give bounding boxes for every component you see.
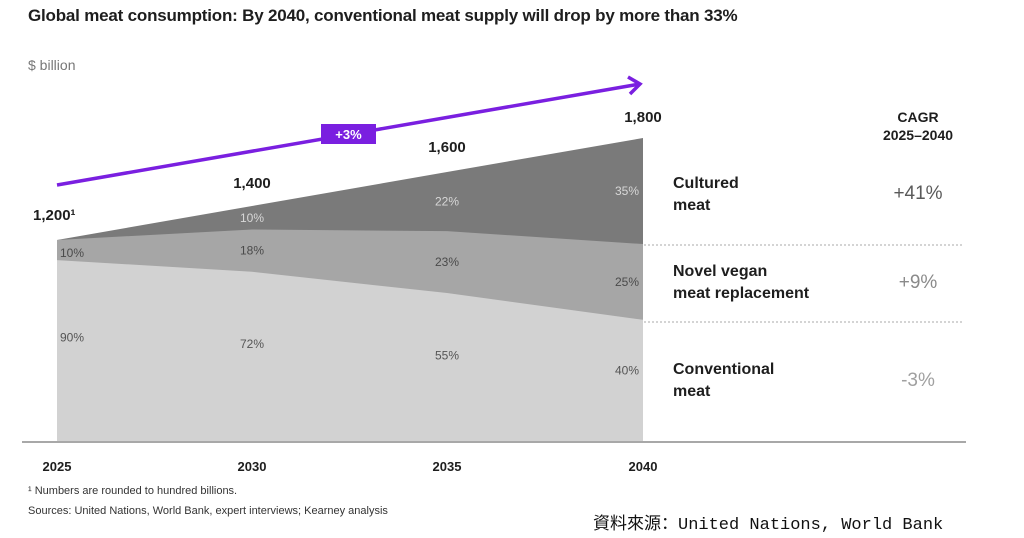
- cagr-header: 2025–2040: [883, 127, 953, 143]
- cagr-value: +9%: [899, 272, 938, 293]
- pct-label: 10%: [240, 211, 264, 225]
- source-citation: 資料來源：United Nations, World Bank: [593, 516, 944, 535]
- cagr-value: -3%: [901, 370, 935, 391]
- y-axis-unit-label: $ billion: [28, 57, 76, 73]
- total-labels: 1,200¹ 1,400 1,600 1,800: [33, 109, 662, 224]
- pct-label: 18%: [240, 244, 264, 258]
- total-label: 1,600: [428, 139, 466, 156]
- footnote-sources: Sources: United Nations, World Bank, exp…: [28, 505, 388, 517]
- pct-label: 25%: [615, 275, 639, 289]
- percentage-labels: 90% 72% 55% 40% 10% 18% 23% 25% 10% 22% 35%: [60, 184, 639, 377]
- pct-label: 22%: [435, 195, 459, 209]
- legend-label: meat: [673, 197, 711, 214]
- area-layers: [57, 138, 643, 441]
- arrow-head-icon: [627, 75, 643, 96]
- x-tick-label: 2040: [629, 459, 658, 474]
- legend-label: Novel vegan: [673, 263, 767, 280]
- pct-label: 55%: [435, 349, 459, 363]
- cagr-value: +41%: [893, 183, 942, 204]
- total-label: 1,800: [624, 109, 662, 126]
- cagr-header: CAGR: [897, 109, 938, 125]
- total-label: 1,200¹: [33, 207, 76, 224]
- legend-label: meat: [673, 383, 711, 400]
- pct-label: 35%: [615, 184, 639, 198]
- pct-label: 23%: [435, 255, 459, 269]
- growth-arrow: +3%: [56, 75, 643, 187]
- chart-title: Global meat consumption: By 2040, conven…: [28, 6, 738, 25]
- legend-label: meat replacement: [673, 285, 810, 302]
- x-tick-label: 2030: [238, 459, 267, 474]
- growth-badge: [321, 124, 376, 144]
- pct-label: 10%: [60, 246, 84, 260]
- total-label: 1,400: [233, 175, 271, 192]
- legend-label: Cultured: [673, 175, 739, 192]
- x-axis: 2025 2030 2035 2040: [22, 441, 966, 474]
- footnote-rounding: ¹ Numbers are rounded to hundred billion…: [28, 485, 238, 497]
- area-conventional-meat: [57, 260, 643, 441]
- x-tick-label: 2035: [433, 459, 462, 474]
- pct-label: 40%: [615, 363, 639, 377]
- legend: Cultured meat Novel vegan meat replacement C…: [644, 175, 963, 400]
- pct-label: 90%: [60, 331, 84, 345]
- growth-badge-label: +3%: [335, 127, 362, 142]
- pct-label: 72%: [240, 337, 264, 351]
- legend-label: Conventional: [673, 361, 774, 378]
- x-tick-label: 2025: [43, 459, 72, 474]
- cagr-column: +41% +9% -3% CAGR 2025–2040: [883, 109, 953, 391]
